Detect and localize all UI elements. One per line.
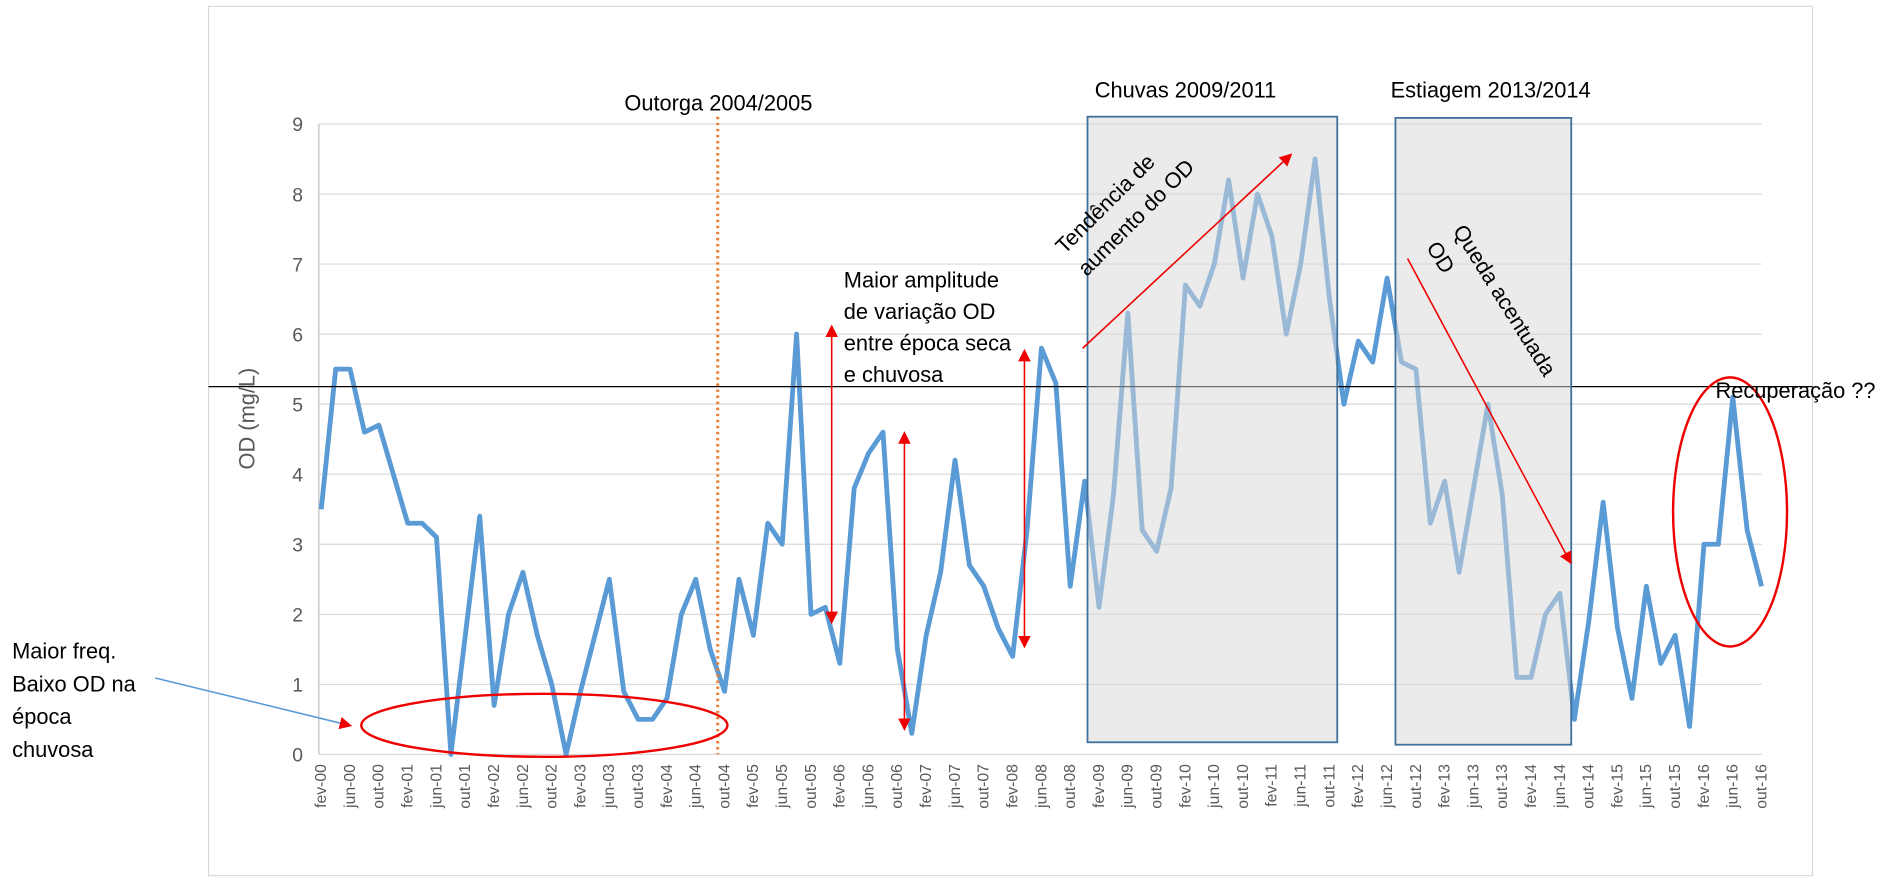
x-tick-label: out-04 (716, 764, 733, 809)
annotation-text: Baixo OD na (12, 671, 137, 696)
x-tick-label: fev-05 (745, 764, 762, 808)
x-tick-label: fev-11 (1264, 764, 1281, 807)
x-tick-label: fev-16 (1696, 764, 1713, 808)
y-tick-label: 1 (292, 675, 303, 697)
annotation-text: entre época seca (844, 331, 1012, 356)
x-tick-label: out-13 (1494, 764, 1511, 809)
annotation-text: Estiagem 2013/2014 (1391, 77, 1591, 102)
x-tick-label: jun-02 (515, 764, 532, 809)
annotation-text: época (12, 704, 72, 729)
x-tick-label: jun-04 (688, 764, 705, 809)
x-tick-label: jun-12 (1379, 764, 1396, 809)
annotation: Maior amplitude de variação OD entre época… (844, 268, 1012, 388)
x-tick-label: fev-04 (659, 764, 676, 808)
x-tick-label: out-03 (630, 764, 647, 809)
x-tick-label: out-01 (457, 764, 474, 809)
x-tick-label: fev-14 (1523, 764, 1540, 808)
x-tick-label: fev-07 (918, 764, 935, 808)
x-tick-label: fev-06 (832, 764, 849, 808)
x-tick-label: out-14 (1581, 764, 1598, 809)
annotation: Chuvas 2009/2011 (1095, 77, 1277, 102)
x-tick-label: out-06 (889, 764, 906, 809)
x-tick-label: fev-10 (1177, 764, 1194, 808)
y-tick-label: 3 (292, 535, 303, 557)
y-tick-label: 7 (292, 254, 303, 276)
x-tick-label: out-05 (803, 764, 820, 809)
y-tick-label: 9 (292, 114, 303, 136)
x-tick-label: jun-05 (774, 764, 791, 809)
annotation: Maior freq. Baixo OD na época chuvosa (12, 639, 137, 762)
annotation-text: Outorga 2004/2005 (624, 91, 812, 116)
annotation-text: e chuvosa (844, 362, 944, 387)
x-tick-label: fev-03 (572, 764, 589, 808)
arrow (1406, 258, 1572, 565)
x-tick-label: out-11 (1321, 764, 1338, 808)
annotation: Recuperação ?? (1716, 378, 1876, 403)
x-tick-label: jun-09 (1120, 764, 1137, 809)
x-tick-label: out-15 (1667, 764, 1684, 809)
arrow (1082, 153, 1293, 349)
arrow (154, 677, 353, 730)
annotation: Outorga 2004/2005 (624, 91, 812, 116)
x-tick-label: jun-16 (1725, 764, 1742, 809)
x-tick-label: fev-01 (400, 764, 417, 808)
annotation-text: Maior freq. (12, 639, 116, 664)
x-tick-label: jun-14 (1552, 764, 1569, 809)
x-tick-label: fev-15 (1609, 764, 1626, 808)
x-tick-label: jun-13 (1465, 764, 1482, 809)
x-tick-label: out-09 (1149, 764, 1166, 809)
x-tick-label: out-10 (1235, 764, 1252, 809)
y-tick-label: 0 (292, 745, 303, 767)
x-tick-label: fev-12 (1350, 764, 1367, 808)
y-tick-label: 6 (292, 324, 303, 346)
y-tick-label: 8 (292, 184, 303, 206)
x-tick-label: out-07 (976, 764, 993, 809)
x-tick-label: out-08 (1062, 764, 1079, 809)
x-tick-label: out-00 (371, 764, 388, 809)
rain-box (1086, 115, 1339, 744)
y-axis-label: OD (mg/L) (235, 368, 260, 470)
x-tick-label: out-16 (1753, 764, 1770, 809)
annotation: Estiagem 2013/2014 (1391, 77, 1591, 102)
x-tick-label: fev-08 (1004, 764, 1021, 808)
x-tick-label: jun-08 (1033, 764, 1050, 809)
annotation-text: de variação OD (844, 299, 996, 324)
x-tick-label: fev-00 (313, 764, 330, 808)
x-tick-label: jun-07 (947, 764, 964, 809)
circle (1671, 376, 1789, 648)
annotation-text: Maior amplitude (844, 268, 999, 293)
x-tick-label: fev-13 (1437, 764, 1454, 808)
x-tick-label: out-12 (1408, 764, 1425, 809)
circle (360, 692, 729, 759)
annotation-text: Chuvas 2009/2011 (1095, 77, 1277, 102)
x-tick-label: jun-00 (342, 764, 359, 809)
chart-frame (207, 5, 1814, 877)
x-tick-label: jun-10 (1206, 764, 1223, 809)
x-tick-label: out-02 (544, 764, 561, 809)
x-tick-label: fev-09 (1091, 764, 1108, 808)
x-tick-label: jun-06 (860, 764, 877, 809)
x-tick-label: jun-11 (1293, 764, 1310, 808)
annotation-text: chuvosa (12, 737, 94, 762)
arrows (154, 153, 1789, 759)
drought-box (1394, 116, 1573, 746)
y-tick-label: 2 (292, 605, 303, 627)
annotation-text: Recuperação ?? (1716, 378, 1876, 403)
y-tick-label: 5 (292, 394, 303, 416)
x-tick-label: jun-01 (428, 764, 445, 809)
x-tick-label: fev-02 (486, 764, 503, 808)
x-tick-label: jun-03 (601, 764, 618, 809)
x-tick-label: jun-15 (1638, 764, 1655, 809)
y-tick-label: 4 (292, 464, 303, 486)
